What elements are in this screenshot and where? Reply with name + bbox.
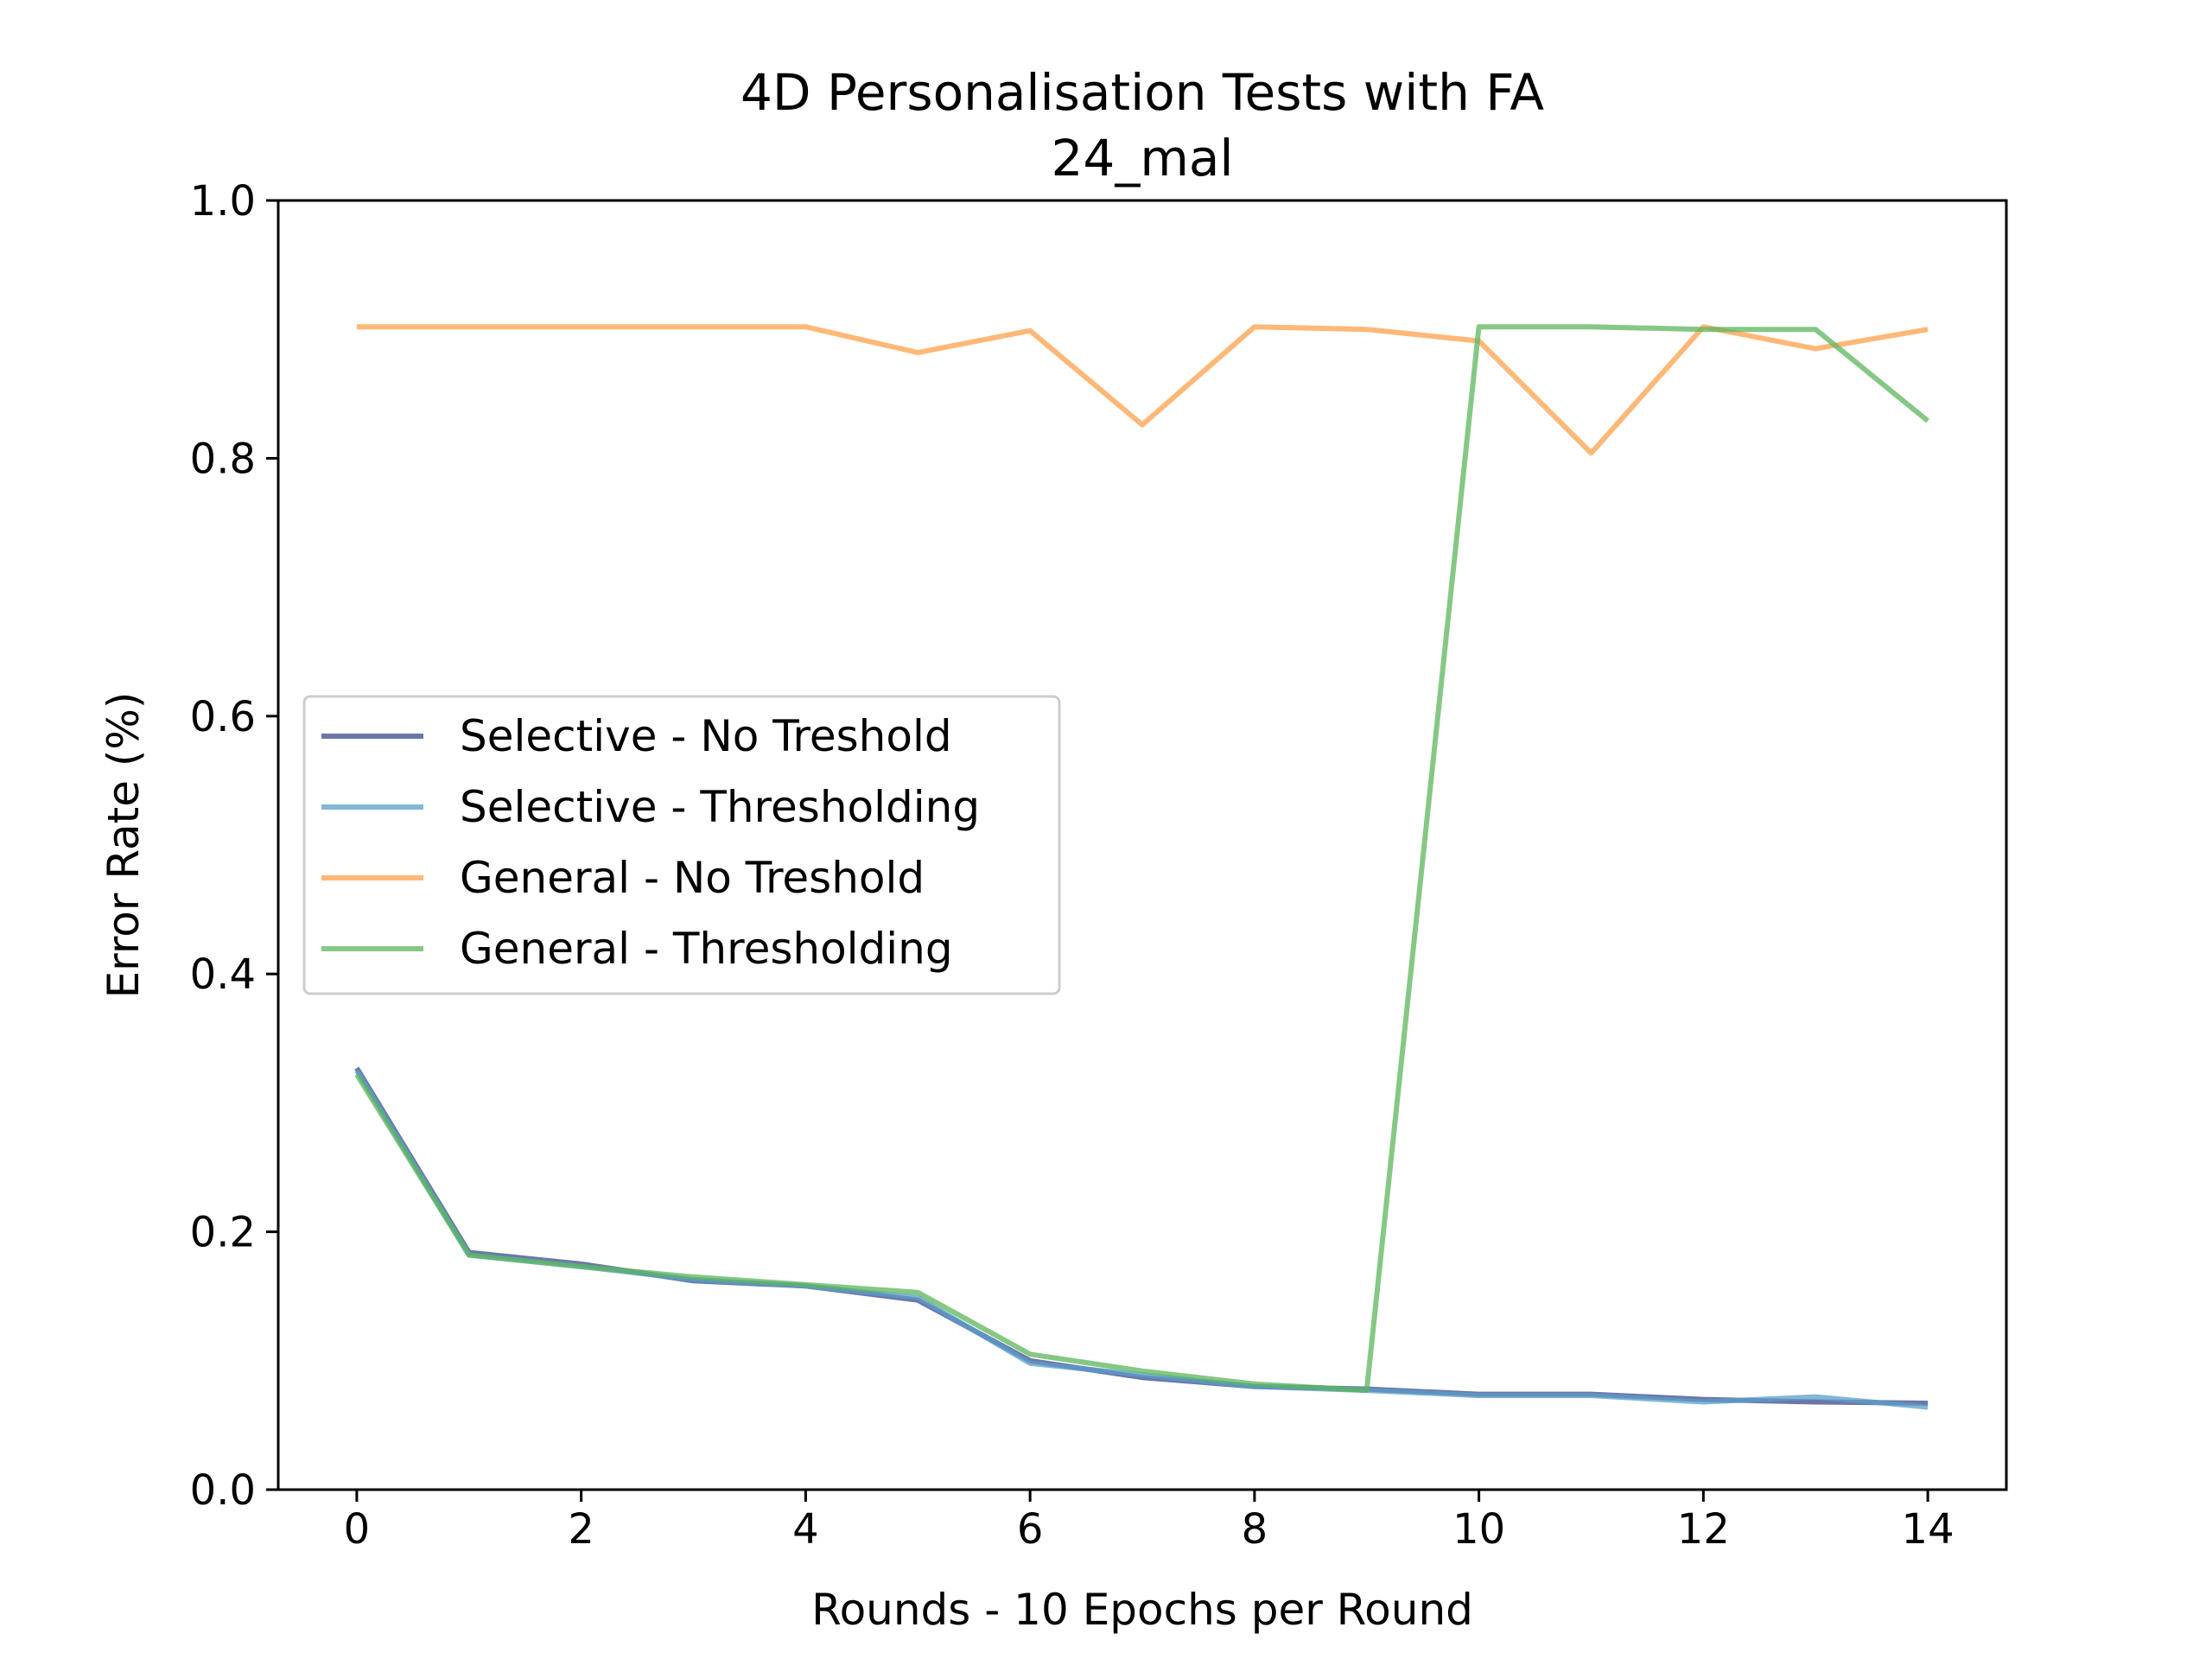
series-line-3 — [354, 324, 1929, 1394]
plot-frame — [276, 199, 2008, 1491]
chart-subtitle: 24_mal — [1052, 129, 1234, 188]
legend-items: Selective - No Treshold Selective - Thres… — [321, 711, 980, 974]
legend-label-1: Selective - Thresholding — [460, 782, 980, 832]
y-tick-label: 0.0 — [190, 1466, 256, 1515]
x-tick-label: 8 — [1242, 1505, 1268, 1554]
y-tick-label: 1.0 — [190, 177, 256, 226]
y-axis-label: Error Rate (%) — [99, 692, 149, 999]
y-tick-label: 0.6 — [190, 693, 256, 741]
ticks-layer: 0 2 4 6 8 10 12 14 0.0 0.2 0.4 0.6 0.8 1.0 — [190, 177, 1955, 1554]
chart-title: 4D Personalisation Tests with FA — [741, 63, 1544, 122]
legend-label-0: Selective - No Treshold — [460, 711, 952, 761]
series-layer — [354, 324, 1929, 1410]
x-tick-label: 6 — [1017, 1505, 1044, 1554]
x-tick-label: 2 — [568, 1505, 594, 1554]
legend-label-2: General - No Treshold — [460, 853, 925, 903]
legend: Selective - No Treshold Selective - Thres… — [302, 695, 1061, 995]
legend-box — [302, 695, 1061, 995]
x-tick-label: 4 — [792, 1505, 819, 1554]
x-tick-label: 0 — [344, 1505, 371, 1554]
series-line-2 — [356, 324, 1929, 456]
x-tick-label: 14 — [1902, 1505, 1955, 1554]
y-tick-label: 0.8 — [190, 435, 256, 483]
y-tick-label: 0.4 — [190, 950, 256, 999]
y-tick-label: 0.2 — [190, 1209, 256, 1257]
x-axis-label: Rounds - 10 Epochs per Round — [811, 1585, 1473, 1635]
x-tick-label: 10 — [1452, 1505, 1505, 1554]
legend-label-3: General - Thresholding — [460, 924, 953, 974]
x-tick-label: 12 — [1677, 1505, 1730, 1554]
